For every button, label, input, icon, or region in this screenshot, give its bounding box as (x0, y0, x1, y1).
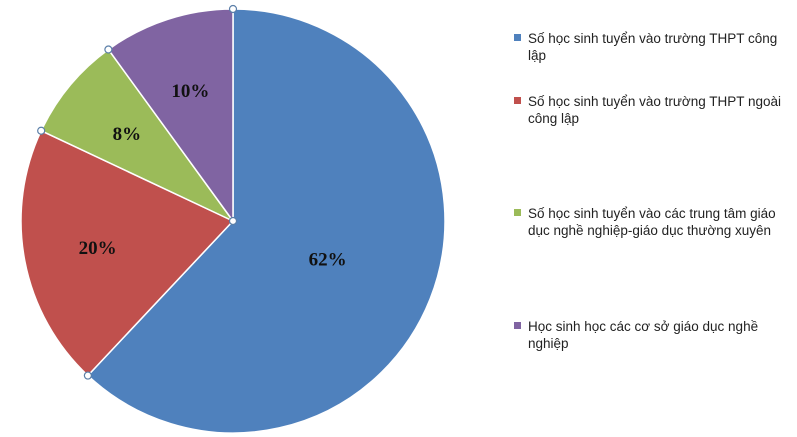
pie-slice-0 (86, 8, 446, 434)
pie-slice-label-2: 8% (113, 124, 142, 145)
selection-handles (37, 4, 238, 380)
selection-handle-3 (37, 126, 46, 135)
legend-text-3: Học sinh học các cơ sở giáo dục nghề ngh… (528, 319, 759, 351)
legend-swatch-2 (514, 209, 521, 216)
legend-text-2: Số học sinh tuyển vào các trung tâm giáo… (528, 206, 776, 238)
selection-handle-2 (83, 371, 92, 380)
legend-item-1: Số học sinh tuyển vào trường THPT ngoài … (514, 93, 784, 205)
legend-item-3: Học sinh học các cơ sở giáo dục nghề ngh… (514, 318, 784, 352)
pie-slices (20, 8, 446, 434)
legend-text-1: Số học sinh tuyển vào trường THPT ngoài … (528, 94, 782, 126)
legend-item-2: Số học sinh tuyển vào các trung tâm giáo… (514, 205, 784, 318)
pie-slice-label-3: 10% (171, 81, 209, 102)
legend-swatch-1 (514, 97, 521, 104)
legend-swatch-0 (514, 34, 521, 41)
pie-slice-1 (20, 129, 235, 377)
selection-handle-1 (228, 4, 238, 14)
pie-slice-label-1: 20% (79, 238, 117, 259)
pie-labels: 62% 20% 8% 10% (79, 81, 347, 271)
legend-item-0: Số học sinh tuyển vào trường THPT công l… (514, 30, 784, 93)
legend-swatch-3 (514, 322, 521, 329)
pie-slice-label-0: 62% (309, 249, 347, 270)
selection-handle-4 (104, 45, 113, 54)
selection-handle-0 (228, 216, 238, 226)
pie-chart: 62% 20% 8% 10% (20, 4, 446, 434)
legend: Số học sinh tuyển vào trường THPT công l… (514, 30, 784, 352)
legend-text-0: Số học sinh tuyển vào trường THPT công l… (528, 31, 778, 63)
pie-slice-3 (107, 8, 234, 224)
